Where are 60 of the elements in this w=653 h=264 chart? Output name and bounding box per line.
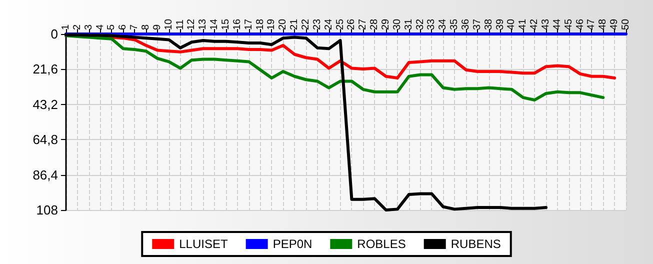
x-tick-label: 26 [346, 18, 358, 30]
x-tick-label: 14 [209, 18, 220, 30]
x-tick-label: 22 [300, 18, 312, 30]
x-tick-label: 34 [438, 18, 449, 30]
x-tick-label: 40 [506, 18, 518, 30]
x-tick-label: 32 [414, 18, 426, 30]
x-tick-label: 6 [118, 24, 129, 30]
x-tick-label: 49 [609, 18, 620, 30]
legend-label: LLUISET [179, 237, 228, 251]
x-tick-label: 5 [106, 24, 118, 30]
x-tick-label: 42 [529, 18, 540, 30]
line-series [64, 34, 605, 102]
x-tick-label: 45 [563, 18, 574, 30]
x-tick-label: 36 [460, 18, 472, 30]
x-tick-label: 18 [254, 18, 266, 30]
x-tick-label: 17 [243, 18, 254, 30]
x-tick-label: 44 [552, 18, 563, 30]
x-tick-label: 1 [60, 24, 72, 30]
x-tick-label: 11 [174, 19, 186, 30]
x-tick-label: 7 [129, 24, 140, 30]
x-tick-label: 29 [380, 18, 392, 30]
x-tick-label: 21 [289, 18, 300, 30]
x-tick-label: 43 [540, 18, 552, 30]
x-tick-label: 38 [483, 18, 494, 30]
y-tick-label: 64,8 [32, 132, 58, 148]
x-tick-label: 31 [403, 18, 414, 30]
y-tick-label: 86,4 [32, 167, 58, 182]
x-tick-label: 10 [163, 18, 174, 30]
legend-label: ROBLES [357, 237, 406, 251]
x-tick-label: 35 [449, 18, 460, 30]
x-tick-label: 3 [83, 24, 94, 30]
legend-label: PEP0N [272, 237, 312, 251]
x-tick-label: 39 [494, 18, 506, 30]
y-tick-label: 108 [36, 202, 58, 218]
y-tick-label: 0 [50, 26, 58, 42]
x-tick-label: 8 [140, 24, 152, 30]
x-tick-label: 27 [358, 18, 369, 30]
y-tick-label: 21,6 [32, 62, 58, 77]
x-tick-label: 25 [334, 18, 346, 30]
x-tick-label: 30 [392, 18, 403, 30]
x-tick-label: 41 [518, 18, 529, 30]
x-tick-label: 13 [198, 18, 209, 30]
x-tick-label: 20 [278, 18, 289, 30]
x-tick-label: 9 [152, 24, 163, 30]
x-tick-label: 48 [598, 18, 609, 30]
x-tick-label: 24 [323, 18, 334, 30]
x-tick-label: 33 [426, 18, 438, 30]
x-tick-label: 47 [586, 18, 598, 30]
legend-label: RUBENS [450, 237, 501, 251]
x-tick-label: 37 [472, 18, 483, 30]
y-tick-label: 43,2 [32, 96, 58, 112]
x-tick-label: 15 [220, 18, 232, 30]
x-tick-label: 19 [266, 18, 278, 30]
x-tick-label: 46 [574, 18, 586, 30]
x-tick-label: 28 [369, 18, 380, 30]
x-tick-label: 50 [620, 18, 632, 30]
x-tick-label: 12 [186, 18, 198, 30]
x-tick-label: 16 [232, 18, 243, 30]
x-tick-label: 23 [312, 18, 323, 30]
x-tick-label: 2 [72, 24, 83, 30]
